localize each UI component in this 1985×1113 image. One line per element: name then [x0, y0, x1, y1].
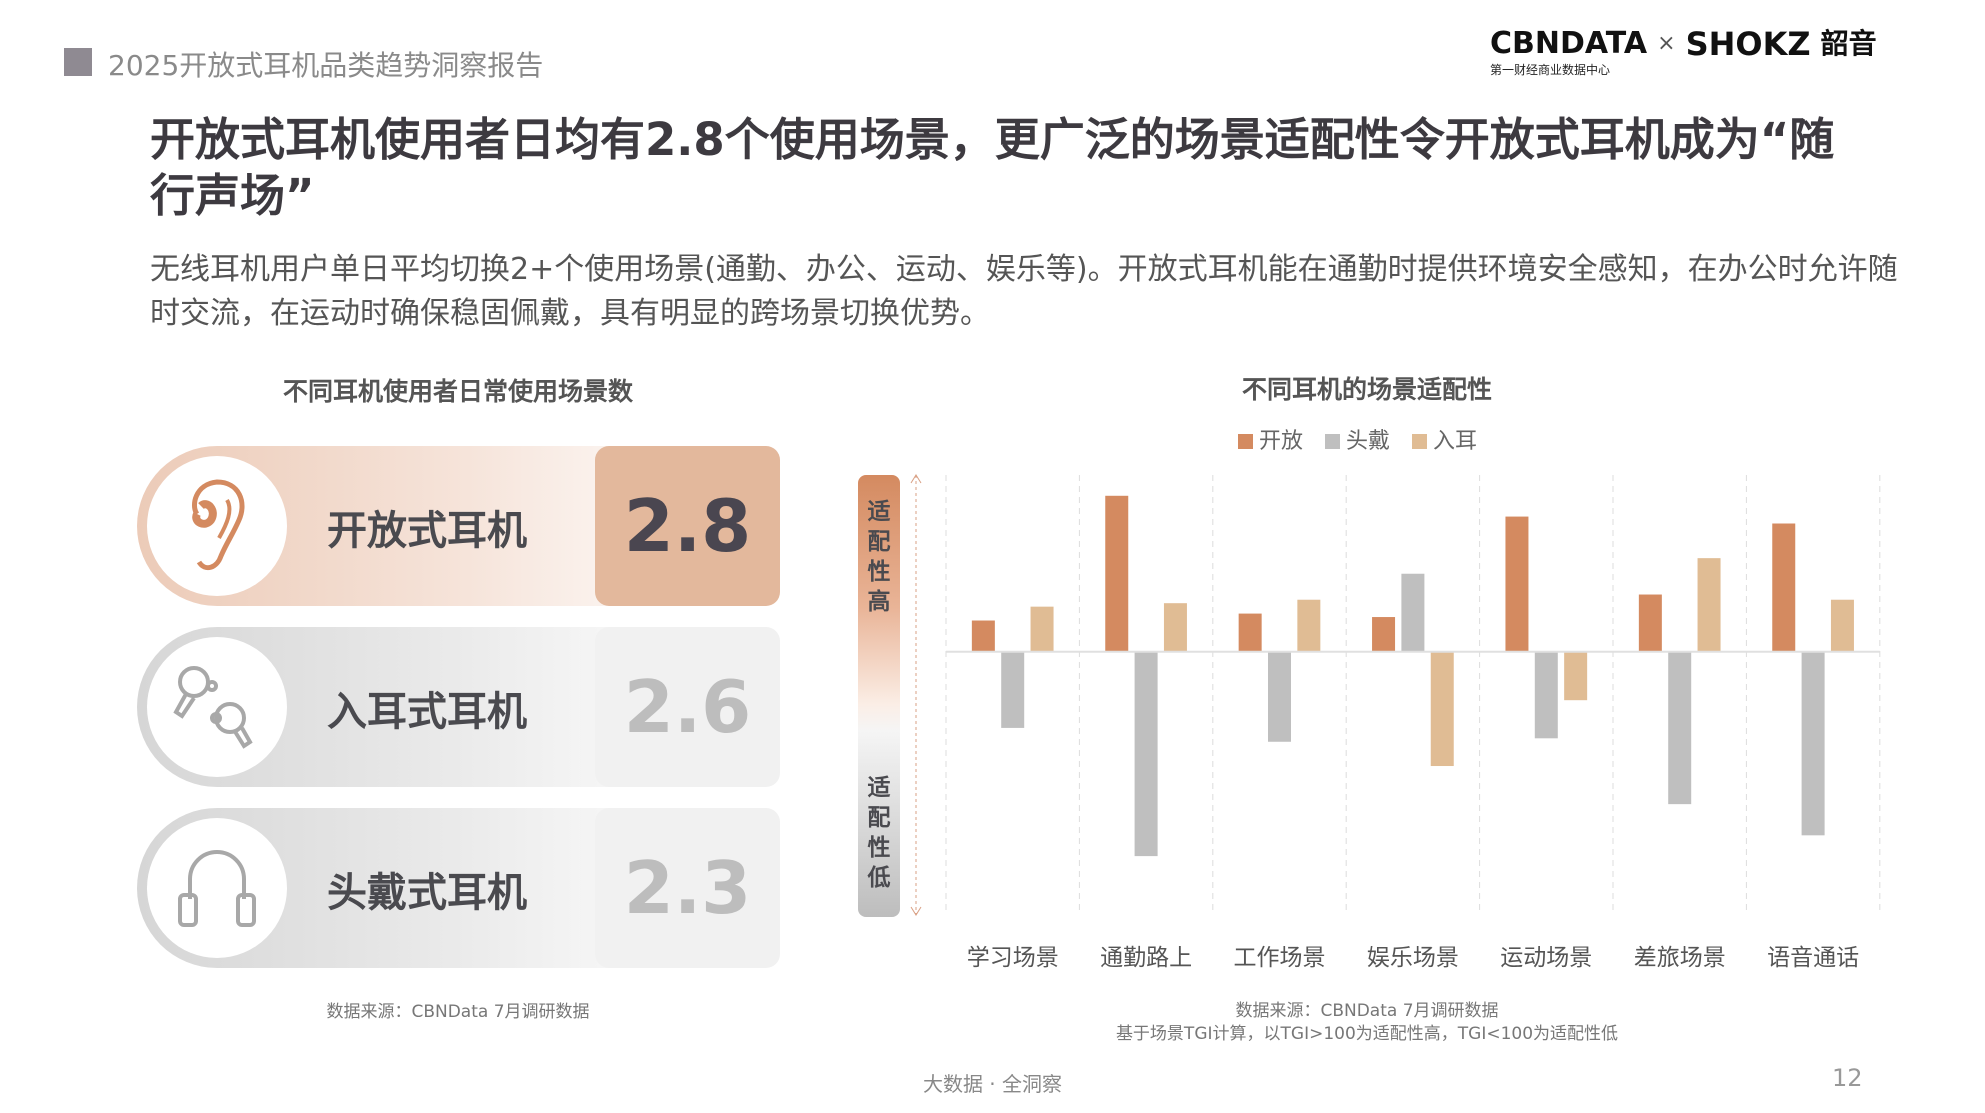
row-label: 开放式耳机 — [327, 508, 527, 554]
y-axis-arrowheads — [910, 474, 922, 916]
bar-2-4 — [1564, 651, 1588, 701]
report-title: 2025开放式耳机品类趋势洞察报告 — [108, 49, 544, 82]
row-value: 2.6 — [595, 627, 780, 787]
x-tick-label: 运动场景 — [1500, 945, 1592, 971]
earbuds-icon — [147, 637, 287, 777]
label-fit-high: 适配性高 — [867, 499, 891, 615]
page-subtitle: 无线耳机用户单日平均切换2+个使用场景(通勤、办公、运动、娱乐等)。开放式耳机能… — [150, 252, 1898, 331]
page-title: 开放式耳机使用者日均有2.8个使用场景，更广泛的场景适配性令开放式耳机成为“随行… — [150, 113, 1835, 222]
logo-cbndata-block: CBNDATA 第一财经商业数据中心 — [1490, 26, 1647, 78]
x-tick-label: 语音通话 — [1767, 945, 1859, 971]
row-headphone: 头戴式耳机 2.3 — [137, 808, 780, 968]
bar-0-5 — [1638, 594, 1662, 652]
chart-svg: 学习场景 通勤路上 工作场景 娱乐场景 运动场景 差旅场景 语音通话 — [910, 474, 1881, 971]
headphones-icon — [147, 818, 287, 958]
x-tick-label: 工作场景 — [1234, 945, 1326, 971]
x-tick-label: 通勤路上 — [1100, 945, 1192, 971]
bar-1-4 — [1534, 651, 1558, 739]
row-value: 2.3 — [595, 808, 780, 968]
bar-0-1 — [1105, 495, 1129, 652]
row-value: 2.8 — [595, 446, 780, 606]
bar-0-2 — [1238, 613, 1262, 652]
bar-0-6 — [1772, 523, 1796, 652]
chart-legend: 开放 头戴 入耳 — [1238, 423, 1477, 455]
row-label: 入耳式耳机 — [327, 689, 527, 735]
x-tick-label: 差旅场景 — [1634, 945, 1726, 971]
bar-2-5 — [1697, 558, 1721, 652]
row-open: 开放式耳机 2.8 — [137, 446, 780, 606]
bar-0-3 — [1372, 617, 1396, 652]
left-panel-title: 不同耳机使用者日常使用场景数 — [282, 377, 633, 406]
logo-cbndata: CBNDATA — [1490, 26, 1648, 61]
bar-0-4 — [1505, 516, 1529, 652]
logo-shokz: SHOKZ — [1685, 25, 1811, 63]
bar-2-2 — [1297, 599, 1321, 652]
chart-title: 不同耳机的场景适配性 — [1241, 375, 1492, 404]
bar-1-5 — [1668, 651, 1692, 805]
bar-1-0 — [1001, 651, 1025, 728]
right-source-2: 基于场景TGI计算，以TGI>100为适配性高，TGI<100为适配性低 — [1115, 1024, 1619, 1044]
legend-item-headphone: 头戴 — [1325, 423, 1390, 455]
bar-1-1 — [1134, 651, 1158, 857]
row-in-ear: 入耳式耳机 2.6 — [137, 627, 780, 787]
bar-2-6 — [1830, 599, 1854, 652]
bar-1-2 — [1268, 651, 1291, 742]
left-source: 数据来源：CBNData 7月调研数据 — [326, 1002, 590, 1022]
x-tick-label: 学习场景 — [967, 945, 1059, 971]
logo-shokz-cn: 韶音 — [1820, 27, 1877, 60]
label-fit-low: 适配性低 — [867, 775, 891, 891]
fit-gradient-bar: 适配性高 适配性低 — [858, 475, 900, 917]
bar-0-0 — [971, 620, 995, 652]
logo-cross: × — [1657, 31, 1676, 56]
legend-item-open: 开放 — [1238, 423, 1303, 455]
bar-1-3 — [1401, 573, 1425, 652]
x-tick-label: 娱乐场景 — [1367, 945, 1459, 971]
page-number: 12 — [1832, 1064, 1863, 1092]
ear-icon — [147, 456, 287, 596]
bar-1-6 — [1801, 651, 1825, 836]
header-square — [64, 48, 92, 76]
logo: CBNDATA 第一财经商业数据中心 × SHOKZ 韶音 — [1490, 26, 1877, 96]
bar-2-1 — [1163, 603, 1187, 652]
bar-2-3 — [1430, 651, 1454, 767]
row-label: 头戴式耳机 — [327, 870, 527, 916]
legend-item-in-ear: 入耳 — [1412, 423, 1477, 455]
bar-2-0 — [1030, 606, 1054, 652]
logo-cbndata-sub: 第一财经商业数据中心 — [1490, 63, 1611, 77]
right-source-1: 数据来源：CBNData 7月调研数据 — [1235, 1001, 1499, 1021]
footer-slogan: 大数据 · 全洞察 — [922, 1072, 1063, 1096]
